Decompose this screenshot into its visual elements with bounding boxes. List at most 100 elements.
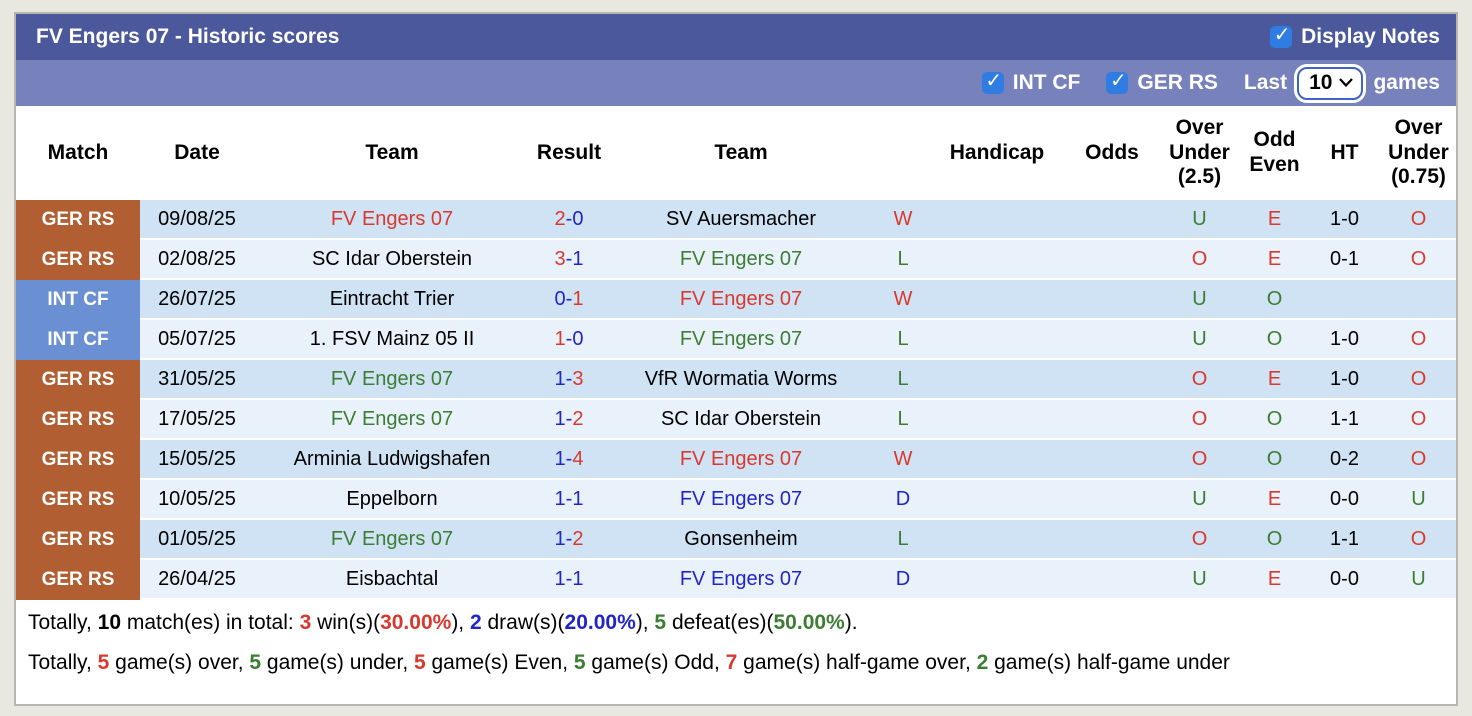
wdl-cell: D <box>874 560 932 600</box>
league-cell: GER RS <box>16 360 140 400</box>
league-cell: GER RS <box>16 400 140 440</box>
ht-cell: 1-1 <box>1312 520 1377 560</box>
over-under-075-cell: O <box>1377 440 1456 480</box>
over-under-25-cell: U <box>1162 200 1237 240</box>
league-cell: GER RS <box>16 560 140 600</box>
table-row: GER RS 02/08/25 SC Idar Oberstein 3-1 FV Eng… <box>16 240 1456 280</box>
games-label: games <box>1373 71 1440 94</box>
odd-even-cell: E <box>1237 560 1312 600</box>
col-header-odds: Odds <box>1062 106 1162 200</box>
summary-total-line: Totally, 10 match(es) in total: 3 win(s)… <box>28 603 1456 643</box>
league-cell: GER RS <box>16 240 140 280</box>
display-notes-label: Display Notes <box>1301 25 1440 48</box>
away-team-cell: Gonsenheim <box>608 520 874 560</box>
summary-segment: 2 <box>469 611 482 634</box>
summary-segment: 3 <box>299 611 312 634</box>
result-cell: 1-1 <box>530 560 608 600</box>
wdl-cell: L <box>874 520 932 560</box>
summary-segment: game(s) half-game over, <box>737 651 977 674</box>
ger-rs-toggle[interactable]: ✓ GER RS <box>1106 70 1218 95</box>
int-cf-toggle[interactable]: ✓ INT CF <box>981 70 1081 95</box>
over-under-075-cell: O <box>1377 240 1456 280</box>
display-notes-checkbox[interactable]: ✓ <box>1270 24 1293 48</box>
summary-segment: ). <box>844 611 858 634</box>
away-team-cell: FV Engers 07 <box>608 280 874 320</box>
odds-cell <box>1062 520 1162 560</box>
table-row: GER RS 17/05/25 FV Engers 07 1-2 SC Idar Obe… <box>16 400 1456 440</box>
ht-cell <box>1312 280 1377 320</box>
home-team-cell: FV Engers 07 <box>254 520 530 560</box>
over-under-25-cell: O <box>1162 360 1237 400</box>
over-under-25-cell: U <box>1162 280 1237 320</box>
league-cell: GER RS <box>16 520 140 560</box>
summary-segment: game(s) Even, <box>425 651 574 674</box>
over-under-075-cell: O <box>1377 320 1456 360</box>
summary-segment: 5 <box>654 611 667 634</box>
col-header-match: Match <box>16 106 140 200</box>
over-under-25-cell: O <box>1162 520 1237 560</box>
ger-rs-checkbox[interactable]: ✓ <box>1106 70 1129 94</box>
summary-segment: 50.00% <box>773 611 845 634</box>
odd-even-cell: O <box>1237 440 1312 480</box>
home-team-cell: SC Idar Oberstein <box>254 240 530 280</box>
col-header-over-under-25: Over Under (2.5) <box>1162 106 1237 200</box>
odds-cell <box>1062 200 1162 240</box>
home-team-cell: Eppelborn <box>254 480 530 520</box>
display-notes-toggle[interactable]: ✓ Display Notes <box>1270 24 1440 49</box>
handicap-cell <box>932 320 1062 360</box>
historic-scores-panel: FV Engers 07 - Historic scores ✓ Display… <box>14 12 1458 706</box>
table-row: GER RS 10/05/25 Eppelborn 1-1 FV Engers 07 D U… <box>16 480 1456 520</box>
games-count-value: 10 <box>1309 70 1333 94</box>
filter-bar: ✓ INT CF ✓ GER RS Last 10 games <box>16 60 1456 106</box>
summary-segment: game(s) half-game under <box>988 651 1230 674</box>
home-team-cell: Arminia Ludwigshafen <box>254 440 530 480</box>
result-cell: 1-4 <box>530 440 608 480</box>
odds-cell <box>1062 480 1162 520</box>
odd-even-cell: E <box>1237 360 1312 400</box>
odds-cell <box>1062 240 1162 280</box>
wdl-cell: W <box>874 440 932 480</box>
league-cell: GER RS <box>16 200 140 240</box>
league-cell: GER RS <box>16 440 140 480</box>
handicap-cell <box>932 520 1062 560</box>
home-team-cell: FV Engers 07 <box>254 200 530 240</box>
ht-cell: 1-0 <box>1312 320 1377 360</box>
away-team-cell: VfR Wormatia Worms <box>608 360 874 400</box>
league-cell: INT CF <box>16 280 140 320</box>
result-cell: 1-1 <box>530 480 608 520</box>
handicap-cell <box>932 400 1062 440</box>
last-label: Last <box>1243 71 1288 94</box>
date-cell: 26/07/25 <box>140 280 254 320</box>
summary-segment: defeat(es)( <box>666 611 774 634</box>
result-cell: 0-1 <box>530 280 608 320</box>
handicap-cell <box>932 360 1062 400</box>
date-cell: 01/05/25 <box>140 520 254 560</box>
odds-cell <box>1062 280 1162 320</box>
summary-segment: game(s) under, <box>261 651 414 674</box>
handicap-cell <box>932 560 1062 600</box>
int-cf-checkbox[interactable]: ✓ <box>981 70 1004 94</box>
table-row: GER RS 09/08/25 FV Engers 07 2-0 SV Auersmac… <box>16 200 1456 240</box>
table-row: GER RS 01/05/25 FV Engers 07 1-2 Gonsenheim L… <box>16 520 1456 560</box>
int-cf-label: INT CF <box>1012 71 1081 94</box>
home-team-cell: FV Engers 07 <box>254 400 530 440</box>
col-header-away-team: Team <box>608 106 874 200</box>
odd-even-cell: O <box>1237 280 1312 320</box>
away-team-cell: FV Engers 07 <box>608 320 874 360</box>
summary-segment: 5 <box>413 651 426 674</box>
handicap-cell <box>932 480 1062 520</box>
odds-cell <box>1062 360 1162 400</box>
date-cell: 15/05/25 <box>140 440 254 480</box>
result-cell: 1-2 <box>530 520 608 560</box>
page-title: FV Engers 07 - Historic scores <box>36 25 340 48</box>
summary-segment: 7 <box>725 651 738 674</box>
wdl-cell: W <box>874 200 932 240</box>
summary-segment: Totally, <box>28 611 98 634</box>
odd-even-cell: E <box>1237 240 1312 280</box>
table-row: INT CF 05/07/25 1. FSV Mainz 05 II 1-0 FV En… <box>16 320 1456 360</box>
games-count-select[interactable]: 10 <box>1297 66 1364 100</box>
summary-segment: game(s) Odd, <box>585 651 726 674</box>
result-cell: 1-3 <box>530 360 608 400</box>
date-cell: 05/07/25 <box>140 320 254 360</box>
ht-cell: 1-0 <box>1312 200 1377 240</box>
